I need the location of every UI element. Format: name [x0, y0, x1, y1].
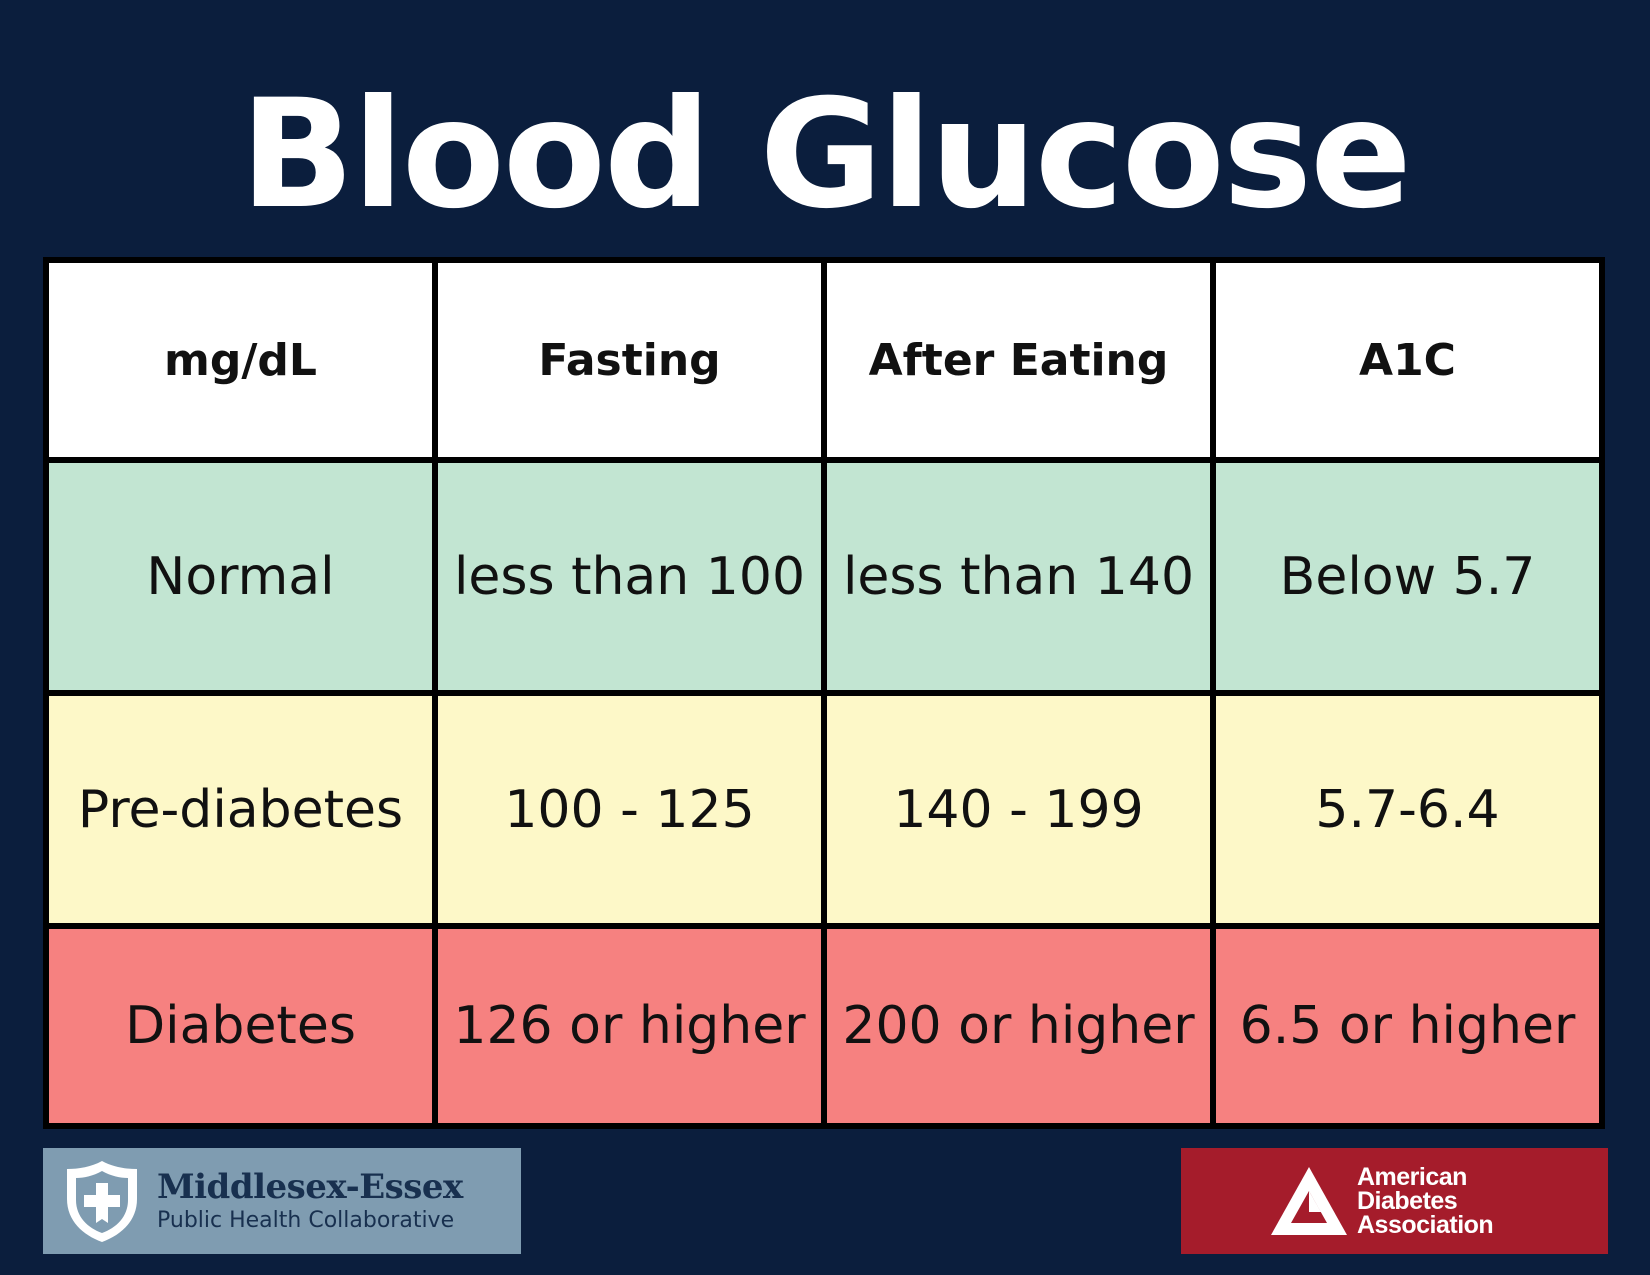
mepc-subtitle: Public Health Collaborative	[157, 1208, 455, 1233]
header-after-eating: After Eating	[821, 257, 1216, 463]
cell-a1c: 6.5 or higher	[1210, 923, 1605, 1129]
header-a1c: A1C	[1210, 257, 1605, 463]
ada-line-american: American	[1357, 1163, 1467, 1191]
mepc-name: Middlesex-Essex	[157, 1167, 463, 1207]
table-row: Pre-diabetes 100 - 125 140 - 199 5.7-6.4	[43, 690, 1605, 929]
cell-fasting: less than 100	[432, 457, 827, 696]
ada-triangle-icon	[1271, 1167, 1347, 1235]
header-units: mg/dL	[43, 257, 438, 463]
mepc-text: Middlesex-Essex Public Health Collaborat…	[157, 1167, 463, 1235]
shield-cross-icon	[67, 1161, 137, 1242]
table-row: Normal less than 100 less than 140 Below…	[43, 457, 1605, 696]
cell-a1c: 5.7-6.4	[1210, 690, 1605, 929]
table-header-row: mg/dL Fasting After Eating A1C	[43, 257, 1605, 463]
cell-after-eating: 140 - 199	[821, 690, 1216, 929]
cell-after-eating: less than 140	[821, 457, 1216, 696]
american-diabetes-association-logo: American Diabetes Association	[1181, 1148, 1608, 1254]
row-label-prediabetes: Pre-diabetes	[43, 690, 438, 929]
cell-fasting: 100 - 125	[432, 690, 827, 929]
middlesex-essex-logo: Middlesex-Essex Public Health Collaborat…	[43, 1148, 521, 1254]
ada-line-diabetes: Diabetes	[1357, 1187, 1458, 1215]
header-fasting: Fasting	[432, 257, 827, 463]
row-label-normal: Normal	[43, 457, 438, 696]
cell-a1c: Below 5.7	[1210, 457, 1605, 696]
cell-fasting: 126 or higher	[432, 923, 827, 1129]
ada-text: American Diabetes Association	[1357, 1163, 1494, 1239]
cell-after-eating: 200 or higher	[821, 923, 1216, 1129]
ada-line-association: Association	[1357, 1211, 1494, 1239]
table-row: Diabetes 126 or higher 200 or higher 6.5…	[43, 923, 1605, 1129]
row-label-diabetes: Diabetes	[43, 923, 438, 1129]
glucose-table: mg/dL Fasting After Eating A1C Normal le…	[43, 257, 1605, 1129]
